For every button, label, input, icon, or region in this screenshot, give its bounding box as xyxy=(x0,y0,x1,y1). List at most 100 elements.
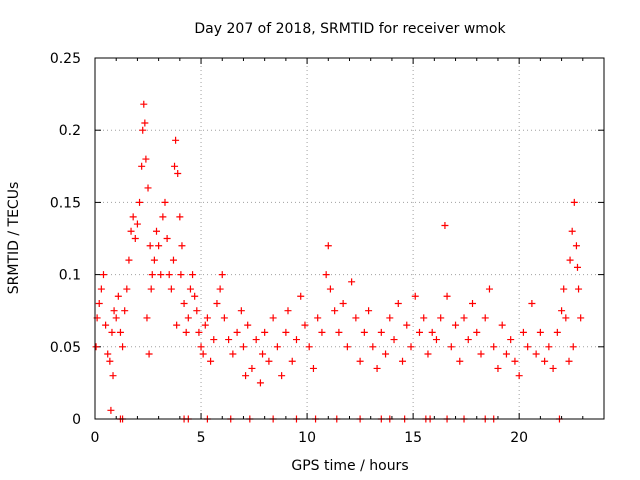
data-point xyxy=(490,343,498,351)
data-point xyxy=(248,364,256,372)
data-point xyxy=(244,321,252,329)
data-point xyxy=(153,227,161,235)
data-point xyxy=(112,314,120,322)
data-point xyxy=(148,271,156,279)
data-point xyxy=(335,328,343,336)
data-point xyxy=(207,357,215,365)
data-point xyxy=(242,372,250,380)
chart-title: Day 207 of 2018, SRMTID for receiver wmo… xyxy=(194,21,506,37)
data-point xyxy=(167,285,175,293)
data-point xyxy=(172,136,180,144)
data-point xyxy=(524,343,532,351)
data-point xyxy=(142,155,150,163)
x-axis-label: GPS time / hours xyxy=(291,458,408,474)
data-point xyxy=(305,343,313,351)
data-point xyxy=(116,328,124,336)
data-point xyxy=(216,285,224,293)
data-point xyxy=(210,336,218,344)
data-point xyxy=(125,256,133,264)
data-point xyxy=(515,372,523,380)
y-tick-label: 0.2 xyxy=(59,123,81,139)
data-point xyxy=(373,364,381,372)
data-point xyxy=(511,357,519,365)
y-axis-label: SRMTID / TECUs xyxy=(6,182,22,295)
data-point xyxy=(339,299,347,307)
data-point xyxy=(102,321,110,329)
data-point xyxy=(109,372,117,380)
x-tick-label: 15 xyxy=(404,430,422,446)
data-point xyxy=(123,285,131,293)
data-point xyxy=(140,100,148,108)
data-point xyxy=(144,184,152,192)
data-point xyxy=(138,162,146,170)
ticks: 0 5 10 15 20 0 0.05 0.1 0.15 0.2 0.25 xyxy=(50,51,604,446)
data-point xyxy=(569,343,577,351)
x-tick-label: 20 xyxy=(510,430,528,446)
data-point xyxy=(177,271,185,279)
data-point xyxy=(127,227,135,235)
data-point xyxy=(182,328,190,336)
data-point xyxy=(92,343,100,351)
data-point xyxy=(572,242,580,250)
data-point xyxy=(261,328,269,336)
data-point xyxy=(377,328,385,336)
data-point xyxy=(95,299,103,307)
data-point xyxy=(292,336,300,344)
data-point xyxy=(365,307,373,315)
data-point xyxy=(284,307,292,315)
data-point xyxy=(541,357,549,365)
data-point xyxy=(97,285,105,293)
data-point xyxy=(314,314,322,322)
data-point xyxy=(573,263,581,271)
data-point xyxy=(386,314,394,322)
data-point xyxy=(545,343,553,351)
data-point xyxy=(106,357,114,365)
data-point xyxy=(239,343,247,351)
data-point xyxy=(507,336,515,344)
data-point xyxy=(394,299,402,307)
data-point xyxy=(460,314,468,322)
data-point xyxy=(184,314,192,322)
data-point xyxy=(464,336,472,344)
data-point xyxy=(133,220,141,228)
data-point xyxy=(173,321,181,329)
grid xyxy=(95,58,604,419)
x-tick-label: 0 xyxy=(91,430,100,446)
data-point xyxy=(288,357,296,365)
data-point xyxy=(331,307,339,315)
data-point xyxy=(150,256,158,264)
data-point xyxy=(197,343,205,351)
data-point xyxy=(566,256,574,264)
data-point xyxy=(139,126,147,134)
data-point xyxy=(252,336,260,344)
data-point xyxy=(443,292,451,300)
data-point xyxy=(297,292,305,300)
data-point xyxy=(481,314,489,322)
data-point xyxy=(528,299,536,307)
data-point xyxy=(356,357,364,365)
data-point xyxy=(390,336,398,344)
data-point xyxy=(213,299,221,307)
data-point xyxy=(282,328,290,336)
data-point xyxy=(562,314,570,322)
data-point xyxy=(220,314,228,322)
data-point xyxy=(326,285,334,293)
data-point xyxy=(568,227,576,235)
data-point xyxy=(411,292,419,300)
data-point xyxy=(159,213,167,221)
data-point xyxy=(256,379,264,387)
y-tick-label: 0 xyxy=(72,412,81,428)
data-point xyxy=(352,314,360,322)
plot-frame xyxy=(94,57,605,420)
data-point xyxy=(218,271,226,279)
data-point xyxy=(145,350,153,358)
data-point xyxy=(447,343,455,351)
data-point xyxy=(536,328,544,336)
data-point xyxy=(553,328,561,336)
data-point xyxy=(456,357,464,365)
data-point xyxy=(146,242,154,250)
data-point xyxy=(259,350,267,358)
data-points xyxy=(92,100,585,423)
data-point xyxy=(322,271,330,279)
data-point xyxy=(108,328,116,336)
